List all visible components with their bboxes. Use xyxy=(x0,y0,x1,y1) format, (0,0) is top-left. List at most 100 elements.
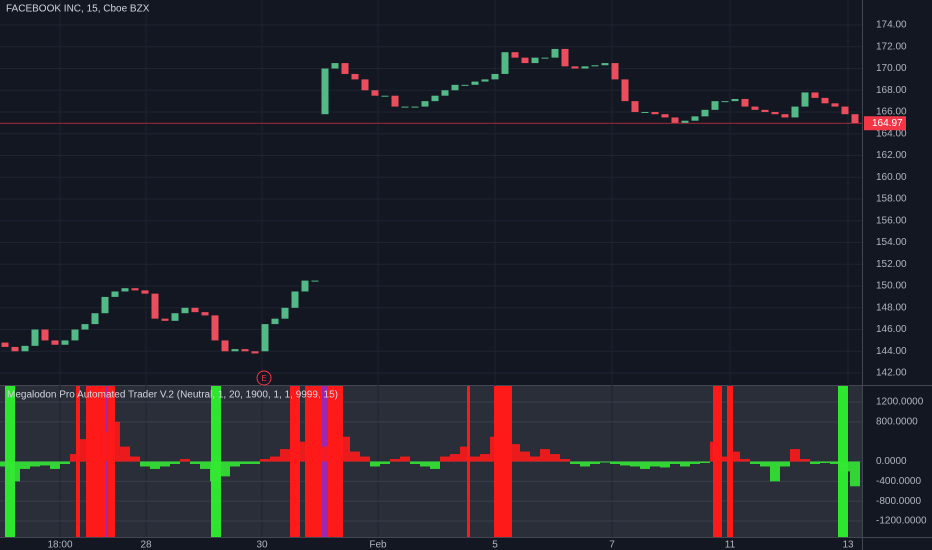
candle-body xyxy=(131,288,139,291)
candle-body xyxy=(721,101,729,103)
y-tick-label: 160.00 xyxy=(876,172,907,183)
chart-title: FACEBOOK INC, 15, Cboe BZX xyxy=(6,4,150,15)
candle-body xyxy=(471,81,479,85)
candle-body xyxy=(381,95,389,97)
oscillator-bar xyxy=(650,461,660,467)
y-tick-label: 142.00 xyxy=(876,368,907,379)
y-tick-label: -400.0000 xyxy=(876,476,921,487)
candle-body xyxy=(371,90,379,96)
candles xyxy=(0,48,862,354)
candle-body xyxy=(671,117,679,123)
y-tick-label: -800.0000 xyxy=(876,496,921,507)
candle-body xyxy=(331,63,339,69)
candle-body xyxy=(601,63,609,66)
oscillator-bar xyxy=(250,461,260,464)
candle-body xyxy=(791,106,799,118)
candle-body xyxy=(11,346,19,352)
oscillator-bar xyxy=(360,456,370,462)
oscillator-bar xyxy=(600,461,610,463)
candle-body xyxy=(51,340,59,345)
oscillator-bar xyxy=(520,451,530,462)
oscillator-bar xyxy=(150,461,160,469)
candle-body xyxy=(71,329,79,341)
oscillator-bar xyxy=(640,461,650,469)
oscillator-bar xyxy=(310,424,320,462)
candle-body xyxy=(621,79,629,102)
oscillator-bar xyxy=(70,454,80,462)
y-tick-label: 152.00 xyxy=(876,259,907,270)
oscillator-bar xyxy=(800,459,810,462)
y-tick-label: 148.00 xyxy=(876,302,907,313)
oscillator-bar xyxy=(400,456,410,462)
y-tick-label: 154.00 xyxy=(876,237,907,248)
candle-body xyxy=(401,106,409,108)
candle-body xyxy=(181,307,189,314)
candle-body xyxy=(171,313,179,321)
candle-body xyxy=(281,307,289,319)
candle-body xyxy=(731,98,739,102)
candle-body xyxy=(551,48,559,58)
candle-body xyxy=(831,103,839,107)
candle-body xyxy=(481,79,489,82)
candle-body xyxy=(771,112,779,115)
oscillator-bar xyxy=(700,461,710,463)
oscillator-bar xyxy=(260,459,270,462)
oscillator-bar xyxy=(660,461,670,468)
oscillator-bar xyxy=(690,461,700,464)
candle-body xyxy=(641,112,649,114)
candle-body xyxy=(661,114,669,118)
oscillator-bar xyxy=(210,461,220,482)
candle-body xyxy=(111,291,119,297)
candle-body xyxy=(81,324,89,330)
y-tick-label: 0.0000 xyxy=(876,456,907,467)
y-tick-label: -1200.0000 xyxy=(876,516,927,527)
candle-body xyxy=(541,57,549,59)
oscillator-bar xyxy=(390,459,400,462)
candle-body xyxy=(801,92,809,107)
oscillator-bar xyxy=(420,461,430,467)
candle-body xyxy=(531,57,539,64)
candle-body xyxy=(211,315,219,341)
candle-body xyxy=(231,349,239,352)
oscillator-bar xyxy=(110,421,120,462)
oscillator-bar xyxy=(60,461,70,464)
last-price-label: 164.97 xyxy=(872,118,903,129)
candle-body xyxy=(1,342,9,347)
candle-body xyxy=(681,120,689,123)
candle-body xyxy=(61,340,69,345)
y-tick-label: 156.00 xyxy=(876,215,907,226)
oscillator-bar xyxy=(0,461,10,467)
oscillator-bar xyxy=(230,461,240,467)
oscillator-bar xyxy=(430,461,440,469)
y-tick-label: 172.00 xyxy=(876,41,907,52)
candle-body xyxy=(711,101,719,110)
candle-body xyxy=(741,98,749,107)
oscillator-bar xyxy=(200,461,210,469)
candle-body xyxy=(121,288,129,292)
candle-body xyxy=(591,65,599,67)
x-tick-label: 5 xyxy=(492,540,498,550)
oscillator-bar xyxy=(490,436,500,462)
oscillator-bar xyxy=(610,461,620,464)
oscillator-bar xyxy=(630,461,640,467)
labels: 142.00 144.00 146.00 148.00 150.00 152.00 154.… xyxy=(47,20,927,550)
indicator-title: Megalodon Pro Automated Trader V.2 (Neut… xyxy=(7,390,338,401)
candle-body xyxy=(271,318,279,325)
candle-body xyxy=(451,84,459,91)
candle-body xyxy=(651,112,659,115)
oscillator-bar xyxy=(160,461,170,467)
oscillator-bar xyxy=(790,449,800,462)
candle-body xyxy=(161,318,169,321)
oscillator-bar xyxy=(680,461,690,467)
y-tick-label: 146.00 xyxy=(876,324,907,335)
candle-body xyxy=(611,63,619,80)
oscillator-bar xyxy=(480,454,490,462)
y-tick-label: 174.00 xyxy=(876,20,907,31)
candle-body xyxy=(511,52,519,58)
oscillator-bar xyxy=(620,461,630,466)
x-tick-label: 30 xyxy=(256,540,268,550)
oscillator-bar xyxy=(450,454,460,462)
oscillator-bar xyxy=(330,421,340,462)
candle-body xyxy=(761,109,769,113)
